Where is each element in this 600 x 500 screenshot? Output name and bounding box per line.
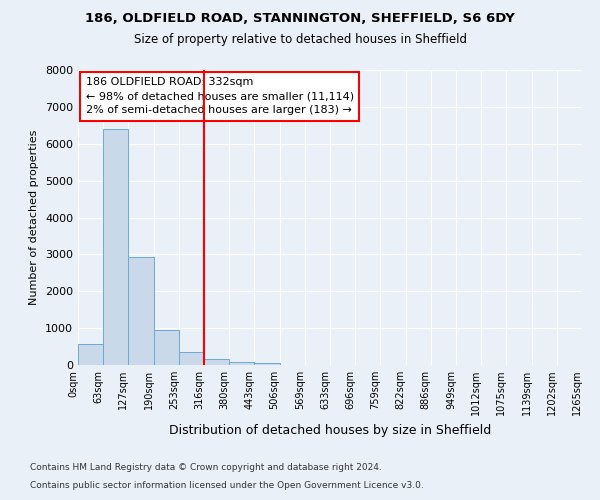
Text: 186, OLDFIELD ROAD, STANNINGTON, SHEFFIELD, S6 6DY: 186, OLDFIELD ROAD, STANNINGTON, SHEFFIE… <box>85 12 515 26</box>
Bar <box>103 129 128 365</box>
Text: Contains HM Land Registry data © Crown copyright and database right 2024.: Contains HM Land Registry data © Crown c… <box>30 464 382 472</box>
Text: Contains public sector information licensed under the Open Government Licence v3: Contains public sector information licen… <box>30 481 424 490</box>
Bar <box>78 344 103 365</box>
Bar <box>179 352 204 365</box>
Text: Size of property relative to detached houses in Sheffield: Size of property relative to detached ho… <box>133 32 467 46</box>
Bar <box>229 362 254 365</box>
Text: 186 OLDFIELD ROAD: 332sqm
← 98% of detached houses are smaller (11,114)
2% of se: 186 OLDFIELD ROAD: 332sqm ← 98% of detac… <box>86 78 353 116</box>
Bar <box>204 360 229 365</box>
Y-axis label: Number of detached properties: Number of detached properties <box>29 130 40 305</box>
Bar <box>254 363 280 365</box>
X-axis label: Distribution of detached houses by size in Sheffield: Distribution of detached houses by size … <box>169 424 491 436</box>
Bar <box>154 330 179 365</box>
Bar <box>128 258 154 365</box>
